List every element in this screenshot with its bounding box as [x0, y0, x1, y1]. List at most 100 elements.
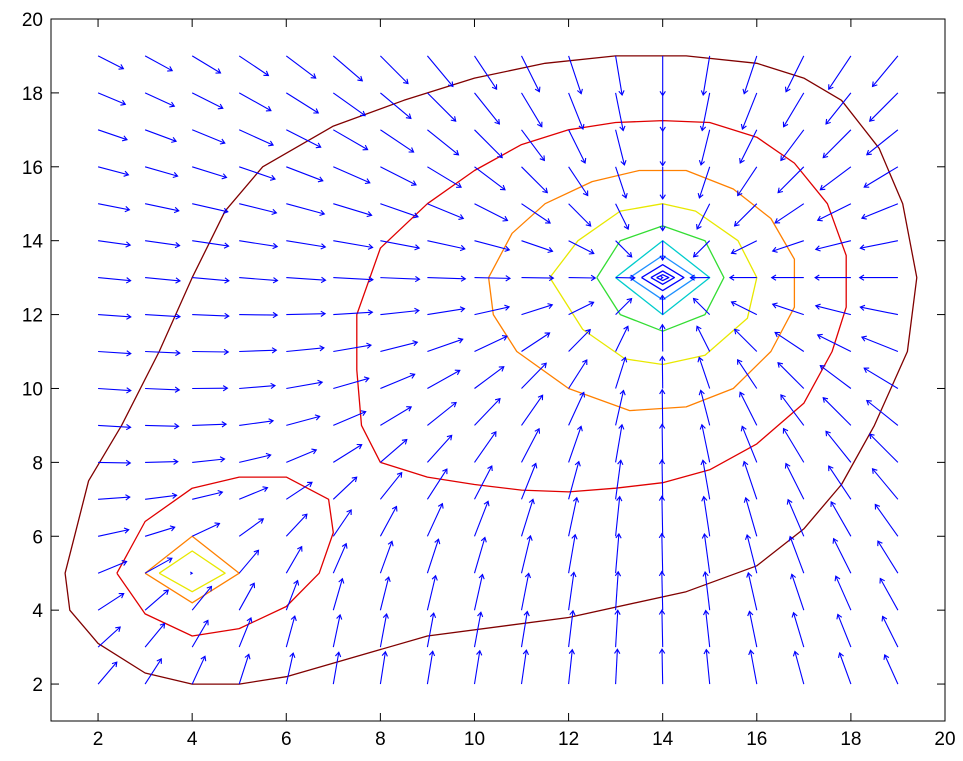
quiver-arrow: [333, 376, 370, 390]
quiver-arrow: [660, 275, 664, 280]
quiver-arrow: [192, 348, 230, 356]
quiver-arrow: [521, 274, 555, 282]
quiver-arrow: [379, 505, 398, 537]
quiver-arrow: [426, 55, 454, 88]
quiver-arrow: [615, 166, 628, 199]
quiver-arrow: [380, 203, 419, 219]
quiver-arrow: [286, 92, 320, 114]
quiver-arrow: [286, 129, 322, 149]
quiver-arrow: [145, 349, 181, 357]
y-tick-label: 14: [22, 232, 44, 253]
quiver-arrow: [333, 410, 367, 426]
quiver-arrow: [780, 394, 805, 426]
quiver-arrow: [332, 509, 352, 537]
x-tick-label: 20: [934, 729, 955, 750]
quiver-arrow: [286, 448, 318, 463]
quiver-arrow: [614, 570, 622, 611]
x-tick-label: 16: [746, 729, 767, 750]
quiver-arrow: [658, 570, 666, 611]
quiver-arrow: [145, 313, 182, 320]
quiver-arrow: [98, 387, 132, 394]
quiver-arrow: [238, 518, 265, 537]
quiver-arrow: [822, 129, 852, 159]
contour-line: [144, 535, 240, 604]
quiver-arrow: [192, 489, 224, 500]
quiver-arrow: [819, 166, 852, 191]
contour-line: [641, 264, 685, 292]
quiver-arrows: [97, 55, 899, 685]
quiver-arrow: [97, 626, 121, 648]
quiver-arrow: [144, 525, 176, 537]
plot-frame: [50, 18, 946, 722]
quiver-arrow: [379, 576, 391, 611]
quiver-arrow: [238, 616, 253, 648]
quiver-arrow: [871, 55, 899, 88]
quiver-arrow: [426, 468, 448, 500]
quiver-arrow: [97, 203, 131, 213]
quiver-arrow: [145, 458, 179, 465]
quiver-arrow: [97, 166, 130, 177]
quiver-arrow: [97, 55, 125, 70]
quiver-arrow: [379, 471, 403, 500]
quiver-arrow: [521, 332, 551, 352]
quiver-arrow: [285, 481, 313, 500]
quiver-arrow: [659, 294, 666, 315]
quiver-arrow: [858, 274, 898, 281]
quiver-arrow: [695, 325, 711, 352]
quiver-arrow: [568, 425, 583, 463]
quiver-arrow: [770, 274, 804, 281]
quiver-arrow: [520, 572, 532, 611]
quiver-arrow: [700, 55, 711, 97]
quiver-arrow: [615, 129, 627, 166]
quiver-arrow: [825, 92, 852, 125]
quiver-arrow: [659, 323, 666, 352]
y-tick-label: 20: [22, 10, 43, 31]
quiver-arrow: [659, 240, 666, 262]
quiver-arrow: [474, 129, 503, 159]
quiver-arrow: [190, 571, 194, 575]
quiver-arrow: [658, 532, 666, 574]
quiver-arrow: [698, 389, 711, 426]
quiver-arrow: [285, 55, 317, 79]
quiver-arrow: [426, 538, 441, 574]
quiver-arrow: [814, 240, 852, 252]
quiver-arrow: [743, 496, 758, 537]
quiver-arrow: [791, 611, 805, 648]
quiver-arrow: [144, 589, 170, 611]
quiver-arrow: [865, 399, 899, 426]
quiver-arrow: [380, 372, 416, 390]
quiver-arrow: [659, 355, 666, 389]
y-tick-label: 18: [22, 84, 43, 105]
quiver-arrow: [380, 166, 417, 186]
quiver-arrow: [874, 503, 899, 537]
quiver-arrow: [191, 585, 213, 611]
quiver-arrow: [521, 427, 541, 463]
quiver-arrow: [830, 501, 852, 537]
quiver-arrow: [380, 92, 412, 120]
quiver-arrow: [191, 655, 207, 685]
quiver-arrow: [568, 240, 595, 255]
quiver-arrow: [238, 55, 270, 77]
quiver-arrow: [192, 312, 230, 320]
quiver-arrow: [192, 240, 230, 249]
quiver-arrow: [659, 129, 666, 167]
quiver-arrow: [474, 335, 508, 352]
quiver-arrow: [474, 92, 501, 125]
quiver-arrow: [427, 129, 460, 156]
quiver-arrow: [98, 459, 132, 467]
quiver-arrow: [658, 495, 666, 537]
quiver-arrow: [782, 427, 805, 463]
y-axis-tick-labels: 2 4 6 8 10 12 14 16 18 20: [22, 10, 44, 696]
quiver-arrow: [702, 570, 711, 611]
quiver-arrow: [871, 468, 899, 500]
quiver-arrow: [238, 486, 269, 500]
quiver-arrow: [473, 500, 490, 537]
quiver-arrow: [144, 557, 173, 574]
quiver-arrow: [380, 240, 421, 251]
contour-line: [596, 225, 725, 332]
quiver-arrow: [790, 573, 805, 611]
quiver-arrow: [879, 577, 899, 611]
quiver-arrow: [379, 650, 388, 685]
quiver-arrow: [868, 92, 899, 122]
quiver-arrow: [333, 166, 371, 185]
